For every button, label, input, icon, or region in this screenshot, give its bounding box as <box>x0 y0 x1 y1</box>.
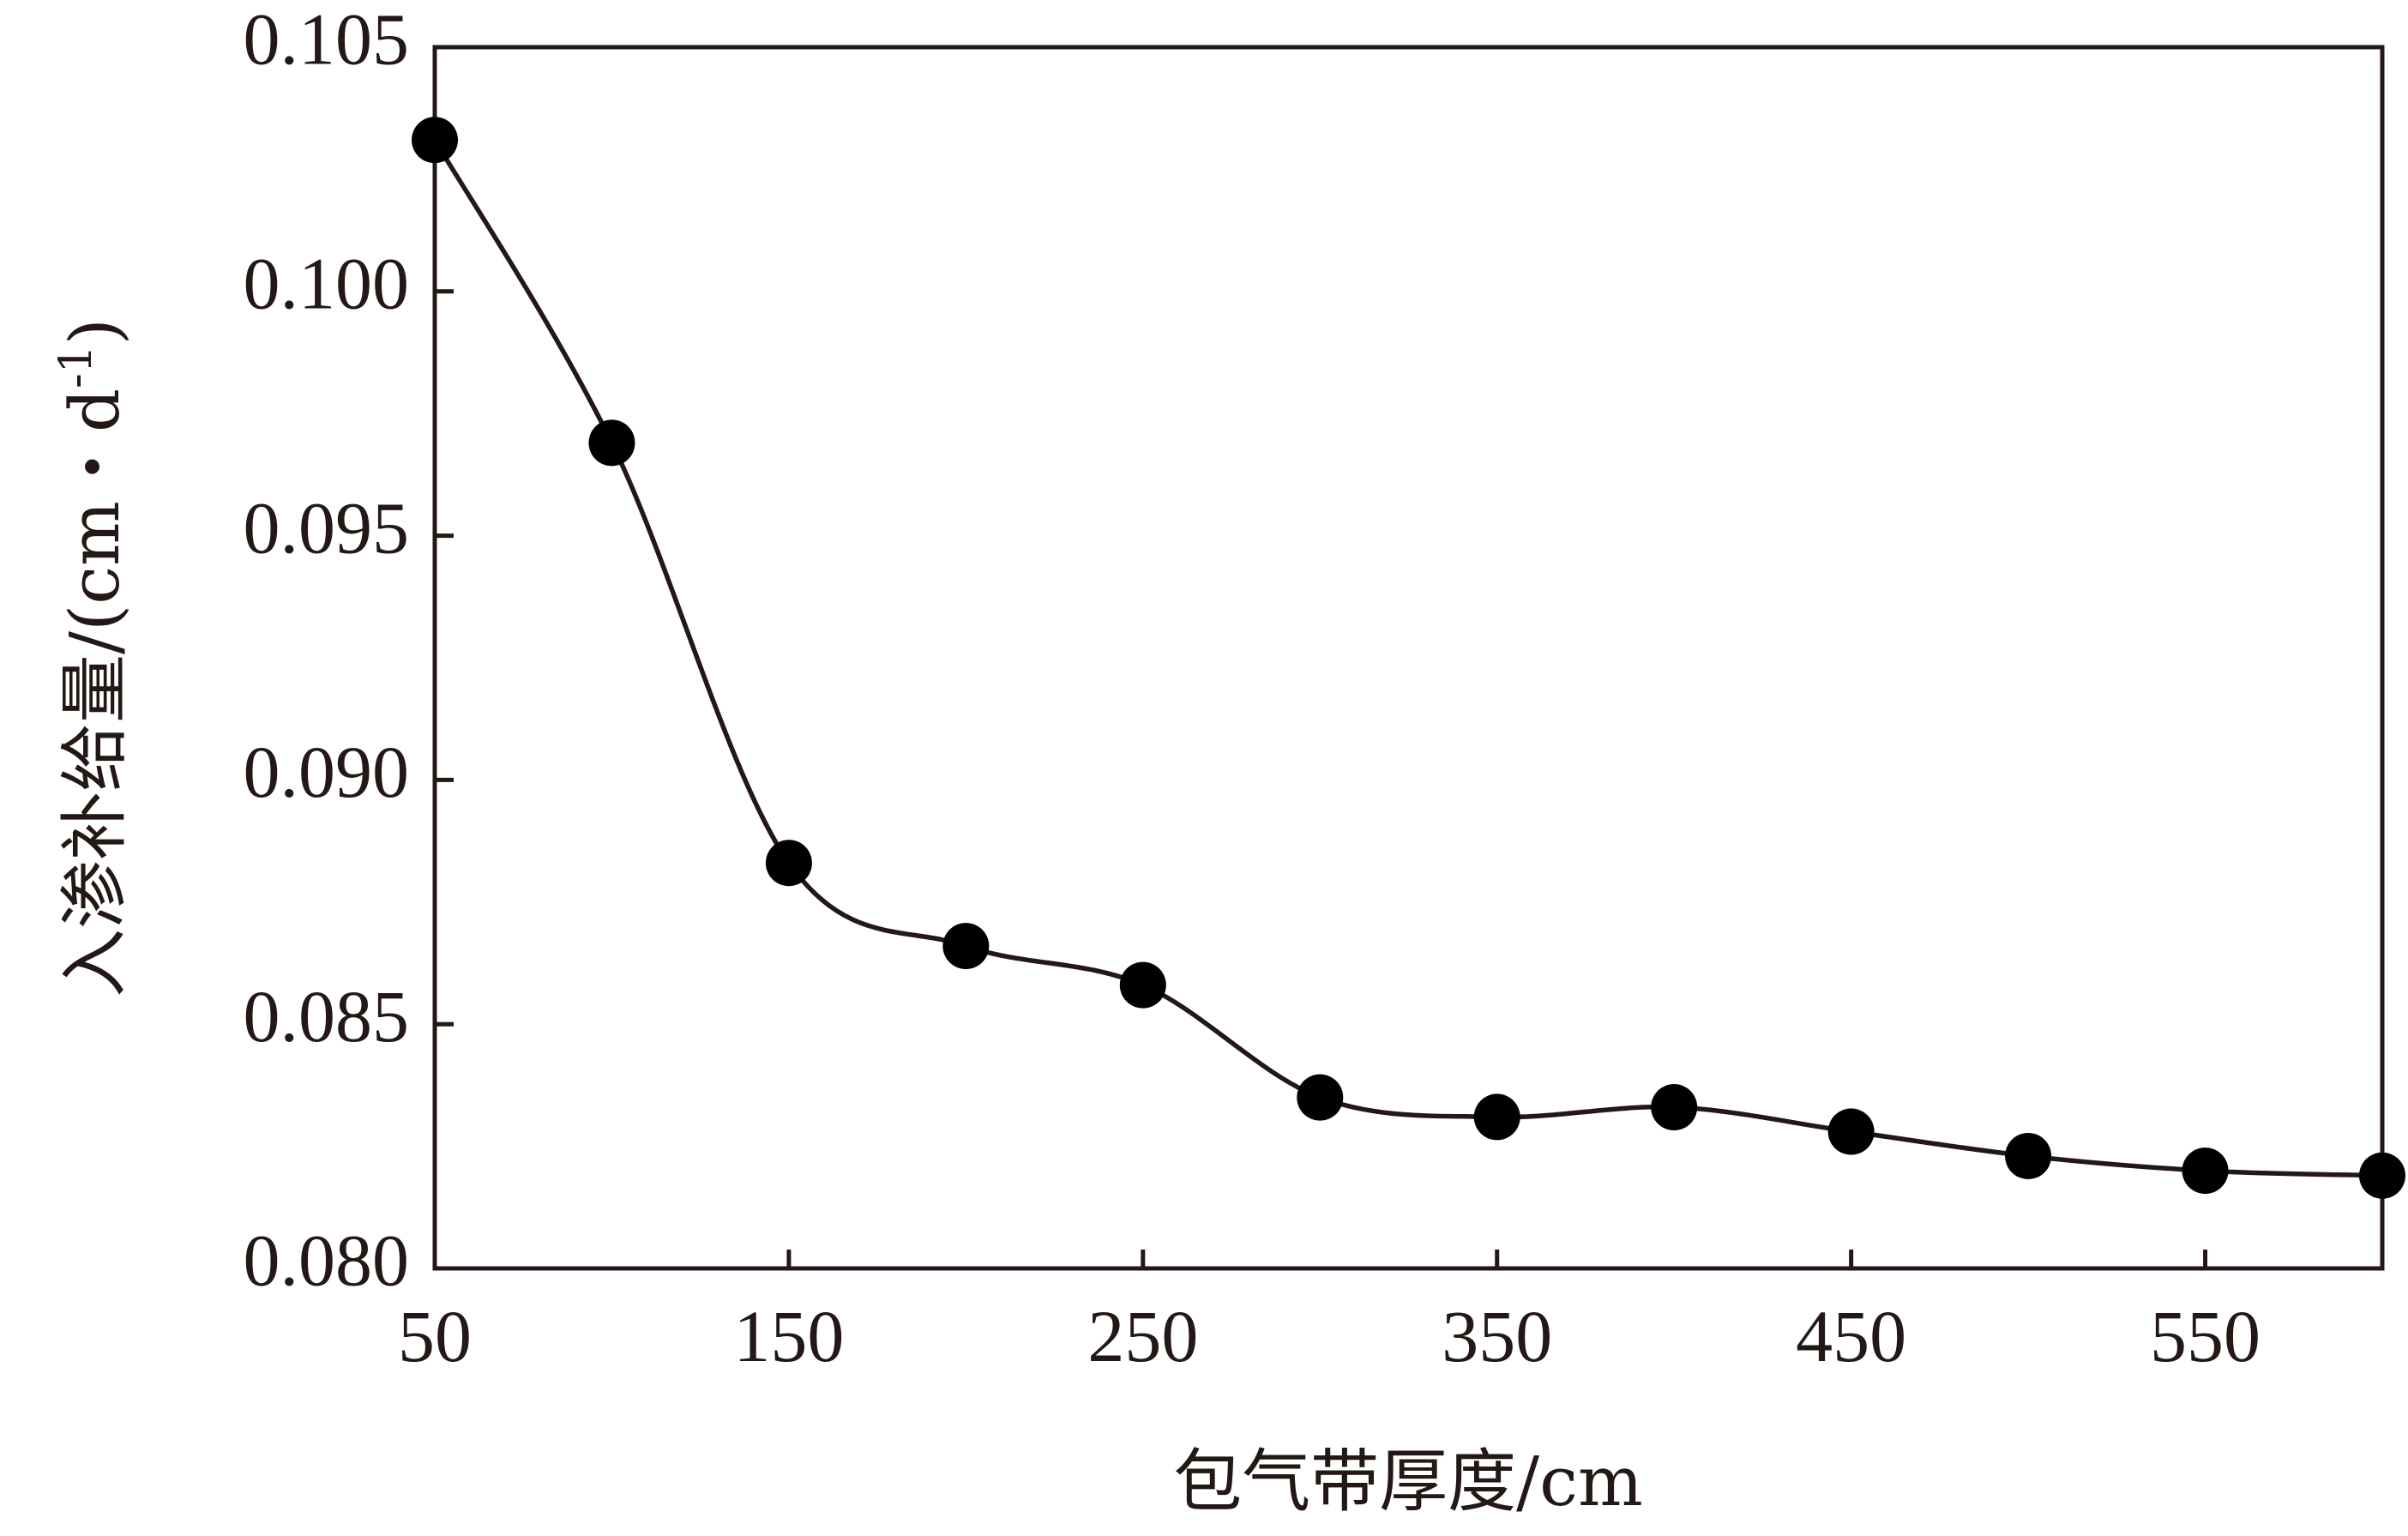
y-axis-title-close: ) <box>55 318 135 345</box>
data-points <box>412 117 2405 1199</box>
data-point <box>2359 1152 2405 1199</box>
y-tick-label: 0.090 <box>244 731 410 813</box>
data-point <box>1119 961 1166 1009</box>
y-tick-label: 0.095 <box>244 486 410 569</box>
y-tick-label: 0.085 <box>244 975 410 1057</box>
data-point <box>412 117 458 164</box>
data-point <box>1297 1074 1344 1121</box>
data-point <box>2182 1147 2229 1195</box>
data-point <box>2005 1132 2052 1179</box>
y-tick-label: 0.105 <box>244 0 410 81</box>
x-tick-label: 350 <box>1442 1295 1552 1377</box>
series-line <box>432 138 2383 1178</box>
x-tick-label: 250 <box>1087 1295 1198 1377</box>
x-tick-label: 50 <box>398 1295 472 1377</box>
data-point <box>1827 1108 1875 1155</box>
y-tick-label: 0.100 <box>244 243 410 325</box>
data-point <box>1473 1093 1520 1141</box>
data-point <box>588 419 635 467</box>
y-tick-label: 0.080 <box>244 1220 410 1302</box>
y-axis-title-main: 入渗补给量/(cm・d <box>55 389 135 997</box>
y-axis-ticks: 0.080 0.085 0.090 0.095 0.100 0.105 <box>244 0 454 1302</box>
x-axis-title: 包气带厚度/cm <box>1173 1442 1643 1521</box>
x-axis-ticks: 50 150 250 350 450 550 <box>398 1250 2261 1377</box>
x-tick-label: 550 <box>2150 1295 2261 1377</box>
x-tick-label: 450 <box>1796 1295 1906 1377</box>
data-point <box>1651 1084 1698 1131</box>
plot-frame <box>432 45 2385 1271</box>
data-point <box>942 923 990 970</box>
data-point <box>765 840 812 887</box>
x-tick-label: 150 <box>733 1295 844 1377</box>
y-axis-title-superscript: -1 <box>51 345 102 389</box>
y-axis-title: 入渗补给量/(cm・d-1) <box>51 318 135 997</box>
